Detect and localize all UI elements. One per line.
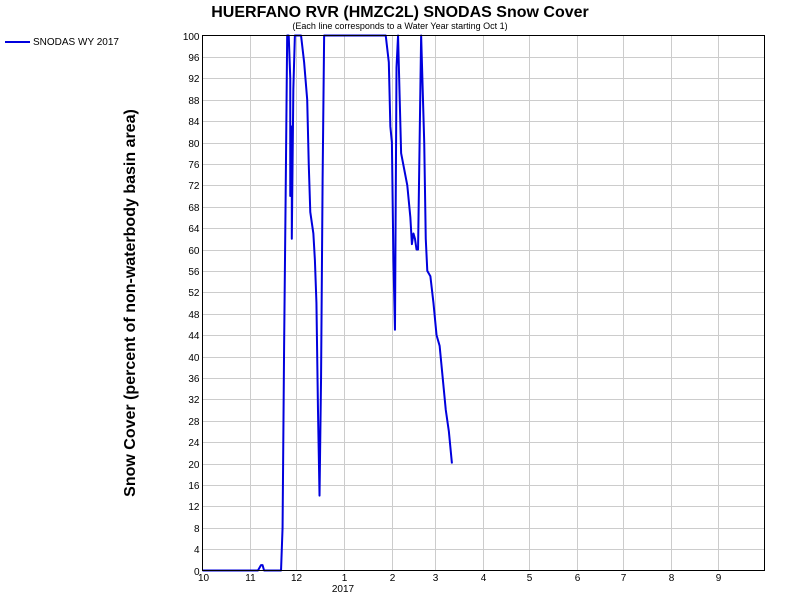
- x-axis-ticks: 10 11 12 1 2 3 4 5 6 7 8 9: [198, 573, 722, 584]
- x-tick-label: 11: [245, 573, 256, 584]
- y-tick-label: 96: [188, 53, 200, 64]
- x-tick-label: 4: [481, 573, 487, 584]
- gridlines: [202, 35, 765, 571]
- x-tick-label: 10: [198, 573, 210, 584]
- y-tick-label: 88: [188, 96, 200, 107]
- y-tick-label: 76: [188, 160, 200, 171]
- y-tick-label: 68: [188, 203, 200, 214]
- y-tick-label: 24: [188, 438, 200, 449]
- legend: SNODAS WY 2017: [5, 37, 119, 48]
- y-tick-label: 100: [183, 32, 200, 43]
- y-tick-label: 28: [188, 417, 200, 428]
- legend-label: SNODAS WY 2017: [33, 37, 119, 48]
- y-tick-label: 4: [194, 545, 200, 556]
- y-tick-label: 12: [188, 502, 200, 513]
- y-tick-label: 40: [188, 353, 200, 364]
- y-tick-label: 64: [188, 224, 200, 235]
- y-tick-label: 80: [188, 139, 200, 150]
- x-tick-label: 8: [669, 573, 675, 584]
- y-tick-label: 60: [188, 246, 200, 257]
- y-tick-label: 20: [188, 460, 200, 471]
- y-axis-label: Snow Cover (percent of non-waterbody bas…: [122, 109, 139, 497]
- y-tick-label: 32: [188, 395, 200, 406]
- x-tick-label: 12: [291, 573, 303, 584]
- y-tick-label: 0: [194, 567, 200, 578]
- y-tick-label: 56: [188, 267, 200, 278]
- y-tick-label: 16: [188, 481, 200, 492]
- y-tick-label: 92: [188, 74, 200, 85]
- y-axis-ticks: 0481216202428323640444852566064687276808…: [183, 32, 200, 578]
- y-tick-label: 48: [188, 310, 200, 321]
- y-tick-label: 84: [188, 117, 200, 128]
- x-tick-label: 5: [527, 573, 533, 584]
- x-tick-label: 2: [390, 573, 396, 584]
- chart-subtitle: (Each line corresponds to a Water Year s…: [292, 21, 507, 31]
- x-tick-label: 9: [716, 573, 722, 584]
- y-tick-label: 8: [194, 524, 200, 535]
- x-tick-label: 7: [621, 573, 627, 584]
- y-tick-label: 36: [188, 374, 200, 385]
- chart-title: HUERFANO RVR (HMZC2L) SNODAS Snow Cover: [211, 4, 589, 21]
- y-tick-label: 52: [188, 288, 200, 299]
- x-tick-label: 1: [342, 573, 348, 584]
- x-tick-label: 6: [575, 573, 581, 584]
- y-tick-label: 44: [188, 331, 200, 342]
- y-tick-label: 72: [188, 181, 200, 192]
- x-year-label: 2017: [332, 584, 355, 595]
- x-tick-label: 3: [433, 573, 439, 584]
- plot-frame: [202, 35, 765, 571]
